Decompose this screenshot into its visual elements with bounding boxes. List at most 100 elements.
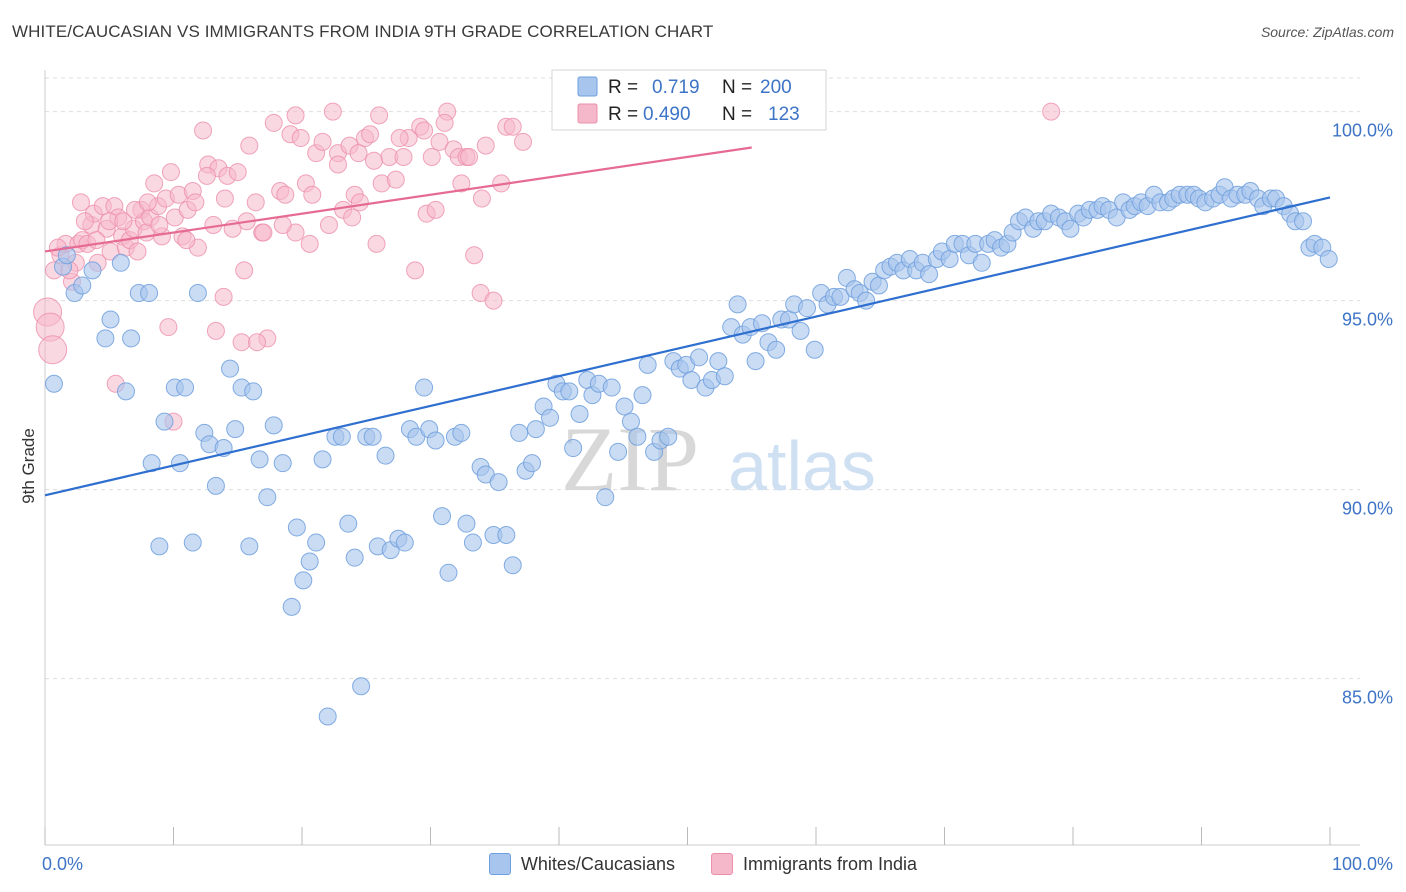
white-point <box>602 378 621 397</box>
white-point <box>96 329 115 348</box>
white-point <box>415 378 434 397</box>
white-point <box>101 310 120 329</box>
white-point <box>307 533 326 552</box>
india-point <box>386 170 405 189</box>
white-point <box>463 533 482 552</box>
india-point <box>177 231 196 250</box>
white-point <box>244 382 263 401</box>
legend-swatch-pink <box>711 853 733 875</box>
white-point <box>621 412 640 431</box>
chart-title: WHITE/CAUCASIAN VS IMMIGRANTS FROM INDIA… <box>12 22 714 41</box>
india-point <box>240 136 259 155</box>
india-point <box>323 102 342 121</box>
white-point <box>264 416 283 435</box>
white-point <box>294 571 313 590</box>
white-point <box>497 526 516 544</box>
white-point <box>526 420 545 439</box>
white-point <box>282 597 301 616</box>
india-point <box>254 223 273 242</box>
stats-swatch-pink <box>577 103 598 124</box>
india-point <box>343 208 362 227</box>
india-point <box>313 132 332 151</box>
white-point <box>615 397 634 416</box>
india-point <box>514 132 533 151</box>
india-point <box>264 113 283 132</box>
india-point <box>370 106 389 125</box>
india-point <box>328 155 347 174</box>
white-trend-line <box>44 196 1331 497</box>
legend: Whites/Caucasians Immigrants from India <box>0 853 1406 875</box>
white-point <box>426 431 445 450</box>
white-point <box>452 423 471 442</box>
white-point <box>503 556 522 575</box>
india-point <box>197 166 216 185</box>
white-point <box>690 348 709 367</box>
india-point <box>1042 102 1061 121</box>
y-tick-label: 85.0% <box>1342 688 1393 708</box>
stats-box: R = 0.719 N = 200 R = 0.490 N = 123 <box>551 69 827 131</box>
legend-swatch-blue <box>488 853 511 875</box>
white-point <box>332 427 351 446</box>
india-point <box>75 212 94 231</box>
india-point <box>394 147 413 166</box>
india-point <box>460 147 479 166</box>
india-point <box>484 291 503 310</box>
india-point <box>228 163 247 182</box>
white-point <box>596 488 615 507</box>
white-point <box>541 408 560 427</box>
india-point <box>476 136 495 155</box>
y-tick-label: 90.0% <box>1342 499 1393 519</box>
white-point <box>345 548 364 567</box>
white-point <box>609 442 628 461</box>
white-point <box>183 533 202 552</box>
india-point <box>503 117 522 136</box>
india-point <box>214 287 233 306</box>
white-point <box>122 329 141 348</box>
watermark: ZIP atlas <box>561 408 876 510</box>
y-tick-labels: 100.0% 95.0% 90.0% 85.0% <box>1332 121 1393 708</box>
white-points <box>44 178 1338 726</box>
white-point <box>510 423 529 442</box>
white-point <box>682 371 701 389</box>
india-point <box>206 321 225 340</box>
stats-n-value-2: 123 <box>768 104 800 125</box>
white-point <box>659 427 678 446</box>
white-point <box>339 514 358 533</box>
white-point <box>560 382 579 401</box>
white-point <box>489 473 508 492</box>
india-point <box>161 163 180 182</box>
india-point <box>422 147 441 166</box>
white-point <box>318 707 337 726</box>
india-point <box>465 246 484 265</box>
white-point <box>638 355 657 374</box>
stats-n-label-1: N = <box>722 77 752 98</box>
x-tick-label: 0.0% <box>42 854 83 874</box>
y-axis-label: 9th Grade <box>19 428 38 504</box>
white-point <box>376 446 395 465</box>
white-point <box>715 367 734 386</box>
white-point <box>258 488 277 507</box>
white-point <box>1294 212 1313 231</box>
stats-r-label-1: R = <box>608 77 638 98</box>
legend-item-india[interactable]: Immigrants from India <box>711 853 917 875</box>
white-point <box>457 514 476 533</box>
white-point <box>746 352 765 371</box>
white-point <box>73 276 92 295</box>
white-point <box>805 340 824 359</box>
india-point <box>415 121 434 140</box>
white-point <box>221 359 240 378</box>
india-point <box>87 231 106 250</box>
white-point <box>940 250 959 269</box>
white-point <box>767 340 786 359</box>
india-point <box>114 212 133 231</box>
india-point <box>150 216 169 234</box>
legend-item-whites[interactable]: Whites/Caucasians <box>488 853 675 875</box>
india-point <box>246 193 265 212</box>
white-point <box>352 677 371 696</box>
white-point <box>313 450 332 469</box>
white-point <box>140 284 159 303</box>
white-point <box>363 427 382 446</box>
india-point <box>430 132 449 151</box>
stats-r-value-2: 0.490 <box>643 104 691 125</box>
white-point <box>44 374 63 393</box>
